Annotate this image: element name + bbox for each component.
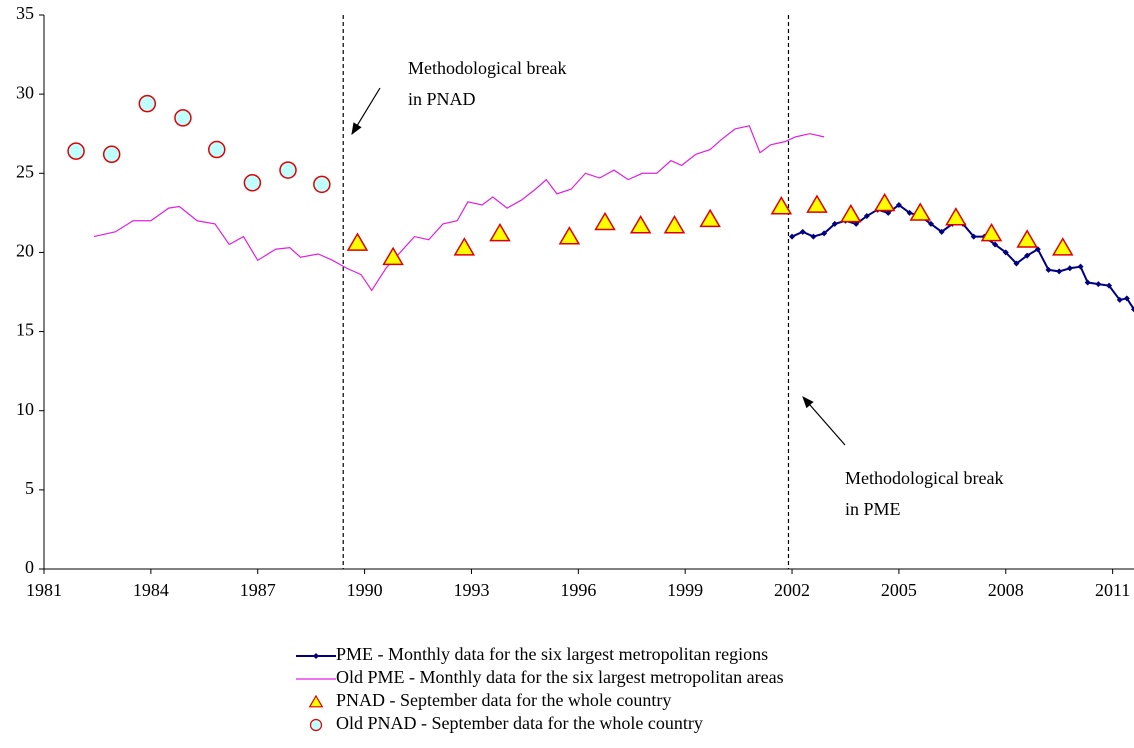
legend-label: PME - Monthly data for the six largest m… xyxy=(336,644,768,664)
circle-marker xyxy=(102,145,121,164)
legend-marker xyxy=(308,694,324,708)
x-tick-label: 1993 xyxy=(453,580,489,600)
triangle-marker xyxy=(594,211,616,231)
annotation: in PME xyxy=(845,499,901,519)
x-tick-label: 2005 xyxy=(881,580,917,600)
x-tick-label: 1984 xyxy=(133,580,169,600)
point-marker xyxy=(895,201,902,208)
circle-marker xyxy=(208,140,226,159)
point-marker xyxy=(1002,249,1009,256)
point-marker xyxy=(992,241,999,248)
triangle-marker xyxy=(629,215,652,234)
legend-label: Old PME - Monthly data for the six large… xyxy=(336,667,784,687)
legend-label: Old PNAD - September data for the whole … xyxy=(336,713,703,733)
x-tick-label: 1987 xyxy=(240,580,276,600)
point-marker xyxy=(970,233,977,240)
point-marker xyxy=(885,209,892,216)
point-marker xyxy=(927,220,934,227)
triangle-marker xyxy=(346,232,369,251)
point-marker xyxy=(810,233,817,240)
point-marker xyxy=(799,228,806,235)
circle-marker xyxy=(174,109,192,127)
x-tick-label: 1981 xyxy=(26,580,62,600)
x-tick-label: 2008 xyxy=(988,580,1024,600)
point-marker xyxy=(1084,279,1091,286)
circle-marker xyxy=(313,175,331,194)
circle-marker xyxy=(67,142,85,160)
y-tick-label: 15 xyxy=(16,320,34,340)
triangle-marker xyxy=(382,246,404,266)
annotation: in PNAD xyxy=(408,89,476,109)
point-marker xyxy=(1123,295,1130,302)
circle-marker xyxy=(138,94,157,113)
y-tick-label: 0 xyxy=(25,557,34,577)
point-marker xyxy=(831,220,838,227)
triangle-marker xyxy=(945,207,967,226)
triangle-marker xyxy=(558,226,581,245)
triangle-marker xyxy=(980,222,1003,242)
point-marker xyxy=(1045,266,1052,273)
point-marker xyxy=(1116,296,1123,303)
annotation-arrow xyxy=(351,87,381,136)
y-tick-label: 10 xyxy=(16,399,34,419)
triangle-marker xyxy=(840,203,862,223)
y-tick-label: 35 xyxy=(16,3,34,23)
point-marker xyxy=(1034,246,1041,253)
triangle-marker xyxy=(663,215,686,234)
y-tick-label: 20 xyxy=(16,241,34,261)
point-marker xyxy=(1024,252,1031,259)
triangle-marker xyxy=(909,202,932,221)
point-marker xyxy=(1095,281,1102,288)
annotation: Methodological break xyxy=(845,468,1003,488)
triangle-marker xyxy=(699,208,721,228)
y-tick-label: 25 xyxy=(16,161,34,181)
y-tick-label: 30 xyxy=(16,82,34,102)
x-tick-label: 1990 xyxy=(347,580,383,600)
legend-marker xyxy=(309,718,323,732)
triangle-marker xyxy=(873,192,896,212)
x-tick-label: 1996 xyxy=(560,580,596,600)
point-marker xyxy=(1131,306,1134,313)
point-marker xyxy=(853,220,860,227)
point-marker xyxy=(863,213,870,220)
series-line xyxy=(93,125,825,292)
legend-marker xyxy=(313,653,319,659)
legend-label: PNAD - September data for the whole coun… xyxy=(336,690,671,710)
point-marker xyxy=(906,209,913,216)
point-marker xyxy=(1106,282,1113,289)
x-tick-label: 1999 xyxy=(667,580,703,600)
point-marker xyxy=(1013,260,1020,267)
triangle-marker xyxy=(1052,237,1074,256)
circle-marker xyxy=(279,161,297,179)
x-tick-label: 2002 xyxy=(774,580,810,600)
triangle-marker xyxy=(806,194,828,213)
point-marker xyxy=(938,228,945,235)
triangle-marker xyxy=(770,196,793,215)
annotation-arrow xyxy=(802,396,846,446)
point-marker xyxy=(821,230,828,237)
point-marker xyxy=(1077,263,1084,270)
annotation: Methodological break xyxy=(408,58,566,78)
circle-marker xyxy=(243,174,262,192)
triangle-marker xyxy=(1016,229,1038,248)
y-tick-label: 5 xyxy=(25,478,34,498)
point-marker xyxy=(1056,268,1063,275)
point-marker xyxy=(789,233,796,240)
triangle-marker xyxy=(453,237,476,256)
point-marker xyxy=(1066,265,1073,272)
x-tick-label: 2011 xyxy=(1095,580,1130,600)
triangle-marker xyxy=(489,222,511,242)
